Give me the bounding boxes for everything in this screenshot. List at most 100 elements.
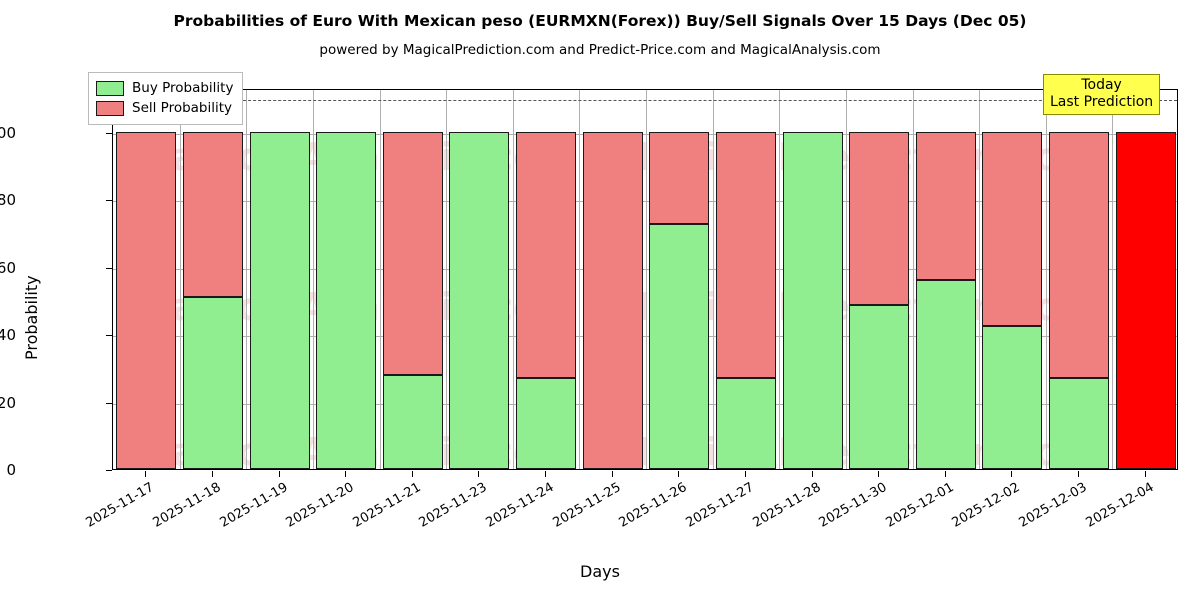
bar-column[interactable] xyxy=(1049,90,1110,469)
y-axis-tick-label: 40 xyxy=(0,326,16,345)
y-axis-tick-label: 80 xyxy=(0,191,16,210)
x-axis-tick-mark xyxy=(345,471,347,477)
gridline-vertical xyxy=(1046,90,1047,469)
x-axis-tick-mark xyxy=(478,471,480,477)
reference-line xyxy=(113,100,1177,102)
x-axis-label: Days xyxy=(580,562,620,581)
x-axis-tick-mark xyxy=(1011,471,1013,477)
gridline-vertical xyxy=(979,90,980,469)
x-axis-tick-mark xyxy=(411,471,413,477)
bar-segment-sell[interactable] xyxy=(582,131,643,469)
y-axis-tick-mark xyxy=(106,335,112,337)
x-axis-tick-mark xyxy=(744,471,746,477)
bar-column[interactable] xyxy=(116,90,177,469)
bar-segment-sell[interactable] xyxy=(382,131,443,375)
bar-column[interactable] xyxy=(649,90,710,469)
gridline-horizontal xyxy=(113,268,1177,270)
x-axis-tick-mark xyxy=(678,471,680,477)
gridline-vertical xyxy=(180,90,181,469)
y-axis-tick-mark xyxy=(106,200,112,202)
y-axis-tick-label: 20 xyxy=(0,393,16,412)
bar-column[interactable] xyxy=(182,90,243,469)
x-axis-tick-mark xyxy=(611,471,613,477)
gridline-vertical xyxy=(846,90,847,469)
bar-column[interactable] xyxy=(316,90,377,469)
y-axis-tick-mark xyxy=(106,267,112,269)
x-axis-tick-mark xyxy=(545,471,547,477)
legend-label-buy: Buy Probability xyxy=(132,80,234,96)
bar-segment-sell[interactable] xyxy=(982,131,1043,326)
gridline-horizontal xyxy=(113,336,1177,338)
x-axis-tick-mark xyxy=(878,471,880,477)
chart-legend: Buy Probability Sell Probability xyxy=(88,72,244,125)
gridline-horizontal xyxy=(113,201,1177,203)
bar-segment-buy[interactable] xyxy=(249,131,310,469)
legend-label-sell: Sell Probability xyxy=(132,100,233,116)
bar-segment-buy[interactable] xyxy=(182,297,243,469)
bar-column[interactable] xyxy=(582,90,643,469)
bar-column[interactable] xyxy=(982,90,1043,469)
bar-column[interactable] xyxy=(915,90,976,469)
y-axis-tick-label: 0 xyxy=(6,461,16,479)
bar-column[interactable] xyxy=(382,90,443,469)
bar-column[interactable] xyxy=(249,90,310,469)
gridline-vertical xyxy=(313,90,314,469)
gridline-vertical xyxy=(513,90,514,469)
today-annotation-line2: Last Prediction xyxy=(1050,94,1154,110)
bar-segment-buy[interactable] xyxy=(382,374,443,469)
bar-column[interactable] xyxy=(849,90,910,469)
bar-segment-buy[interactable] xyxy=(516,377,577,469)
gridline-vertical xyxy=(446,90,447,469)
bar-segment-buy[interactable] xyxy=(782,131,843,469)
bar-column[interactable] xyxy=(1115,90,1176,469)
gridline-vertical xyxy=(1112,90,1113,469)
bar-segment-sell[interactable] xyxy=(649,131,710,224)
bar-segment-today[interactable] xyxy=(1115,131,1176,469)
y-axis-tick-mark xyxy=(106,402,112,404)
gridline-horizontal xyxy=(113,403,1177,405)
bar-column[interactable] xyxy=(715,90,776,469)
bar-column[interactable] xyxy=(782,90,843,469)
bar-segment-sell[interactable] xyxy=(849,131,910,306)
legend-swatch-sell-icon xyxy=(96,100,124,116)
x-axis-tick-mark xyxy=(145,471,147,477)
bar-segment-sell[interactable] xyxy=(1049,131,1110,378)
y-axis-label: Probability xyxy=(22,275,41,360)
x-axis-tick-mark xyxy=(1078,471,1080,477)
bar-segment-buy[interactable] xyxy=(982,325,1043,469)
today-annotation: Today Last Prediction xyxy=(1043,74,1161,115)
y-axis-tick-mark xyxy=(106,132,112,134)
bar-segment-sell[interactable] xyxy=(516,131,577,378)
bars-layer xyxy=(113,90,1177,469)
y-axis-tick-mark xyxy=(106,470,112,471)
bar-segment-buy[interactable] xyxy=(316,131,377,469)
gridline-vertical xyxy=(913,90,914,469)
gridline-vertical xyxy=(579,90,580,469)
bar-segment-sell[interactable] xyxy=(116,131,177,469)
x-axis-tick-mark xyxy=(1144,471,1146,477)
bar-segment-buy[interactable] xyxy=(715,377,776,469)
bar-column[interactable] xyxy=(449,90,510,469)
chart-subtitle: powered by MagicalPrediction.com and Pre… xyxy=(319,42,881,58)
bar-segment-buy[interactable] xyxy=(849,305,910,469)
bar-segment-buy[interactable] xyxy=(915,280,976,469)
bar-segment-buy[interactable] xyxy=(449,131,510,469)
x-axis-tick-mark xyxy=(211,471,213,477)
bar-segment-buy[interactable] xyxy=(649,223,710,469)
y-axis-tick-label: 100 xyxy=(0,123,16,142)
gridline-horizontal xyxy=(113,133,1177,135)
bar-segment-sell[interactable] xyxy=(715,131,776,378)
gridline-vertical xyxy=(713,90,714,469)
bar-column[interactable] xyxy=(516,90,577,469)
bar-segment-sell[interactable] xyxy=(915,131,976,281)
bar-segment-sell[interactable] xyxy=(182,131,243,298)
bar-segment-buy[interactable] xyxy=(1049,377,1110,469)
legend-item-sell: Sell Probability xyxy=(96,98,233,118)
page-title: Probabilities of Euro With Mexican peso … xyxy=(173,12,1027,30)
x-axis-tick-mark xyxy=(944,471,946,477)
y-axis-tick-label: 60 xyxy=(0,258,16,277)
legend-item-buy: Buy Probability xyxy=(96,78,233,98)
gridline-vertical xyxy=(380,90,381,469)
today-annotation-line1: Today xyxy=(1081,77,1122,93)
